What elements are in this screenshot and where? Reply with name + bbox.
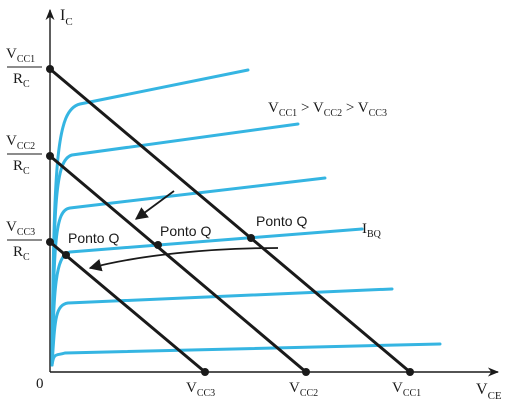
y-fraction-label-3: VCC3 RC [6, 219, 42, 263]
q-point-label-1: Ponto Q [256, 213, 307, 229]
load-line-1 [48, 67, 412, 374]
q-point-dot-1 [247, 234, 255, 242]
intercept-points [46, 65, 414, 376]
x-intercept-dot-2 [302, 368, 310, 376]
vcc-relation-label: VCC1 > VCC2 > VCC3 [268, 100, 387, 119]
load-lines [48, 67, 412, 374]
x-label-vcc2: VCC2 [289, 380, 318, 399]
q-point-dot-3 [62, 251, 70, 259]
svg-text:VCC3: VCC3 [6, 219, 35, 238]
characteristic-curve-6 [50, 68, 250, 367]
x-label-vcc1: VCC1 [392, 380, 421, 399]
y-intercept-dot-2 [46, 152, 54, 160]
characteristic-curves [50, 68, 442, 367]
svg-text:RC: RC [13, 244, 30, 263]
ibq-arrow [88, 247, 279, 272]
y-fraction-label-2: VCC2 RC [6, 133, 42, 177]
y-fraction-label-1: VCC1 RC [6, 46, 42, 90]
ibq-label: IBQ [362, 221, 382, 240]
x-intercept-dot-1 [406, 368, 414, 376]
q-point-label-3: Ponto Q [68, 230, 119, 246]
x-label-vcc3: VCC3 [186, 380, 215, 399]
q-point-label-2: Ponto Q [160, 223, 211, 239]
svg-text:RC: RC [13, 71, 30, 90]
y-axis-title: IC [60, 7, 73, 28]
svg-text:RC: RC [13, 158, 30, 177]
q-point-dots [62, 234, 255, 259]
q-point-dot-2 [154, 241, 162, 249]
x-axis-title: VCE [476, 381, 502, 402]
shift-arrow [134, 190, 175, 220]
svg-text:VCC2: VCC2 [6, 133, 35, 152]
origin-label: 0 [36, 376, 44, 392]
load-line-2 [48, 154, 308, 374]
y-intercept-dot-1 [46, 65, 54, 73]
svg-text:VCC1: VCC1 [6, 46, 35, 65]
y-intercept-dot-3 [46, 238, 54, 246]
load-line-3 [48, 240, 207, 374]
x-intercept-dot-3 [201, 368, 209, 376]
